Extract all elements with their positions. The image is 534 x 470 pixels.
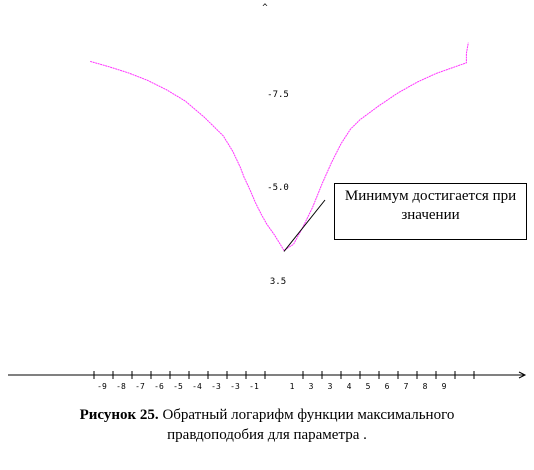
- figure-caption: Рисунок 25. Обратный логарифм функции ма…: [0, 405, 534, 445]
- x-tick-label: 8: [423, 382, 428, 391]
- x-axis-arrow: [518, 371, 527, 379]
- series-layer: [90, 42, 469, 252]
- x-tick-label: 1: [290, 382, 295, 391]
- x-axis: -9 -8 -7 -6 -5 -4 -3 -3 -1 1 3 3 4 5 6 7 8 9: [8, 371, 527, 391]
- annotation-pointer: [283, 199, 326, 252]
- x-tick-label: -4: [192, 382, 202, 391]
- x-tick-label: 3: [309, 382, 314, 391]
- x-tick-label: -6: [154, 382, 164, 391]
- x-tick-label: 7: [404, 382, 409, 391]
- x-tick-label: 6: [385, 382, 390, 391]
- caption-line-2: правдоподобия для параметра .: [167, 427, 367, 443]
- y-axis: ^ -7.5 -5.0 3.5: [262, 3, 289, 287]
- caption-text-1: Обратный логарифм функции максимального: [158, 407, 455, 423]
- x-tick-label: 4: [347, 382, 352, 391]
- annotation-box: Минимум достигается при значении: [334, 183, 527, 240]
- x-tick-label: 5: [366, 382, 371, 391]
- y-tick-label: 3.5: [270, 277, 286, 287]
- x-tick-label: -5: [173, 382, 183, 391]
- x-tick-label: 3: [328, 382, 333, 391]
- x-tick-label: 9: [442, 382, 447, 391]
- x-tick-label: -7: [135, 382, 145, 391]
- annotation-layer: [283, 199, 326, 252]
- caption-line-1: Рисунок 25. Обратный логарифм функции ма…: [0, 405, 534, 425]
- caption-label: Рисунок 25.: [79, 407, 159, 423]
- x-tick-label: -8: [116, 382, 126, 391]
- annotation-line-2: значении: [401, 207, 460, 223]
- likelihood-chart: -9 -8 -7 -6 -5 -4 -3 -3 -1 1 3 3 4 5 6 7 8 9 ^ -7.5 -5.0 3.5: [8, 3, 527, 391]
- y-tick-label: -5.0: [267, 183, 289, 193]
- x-tick-label: -9: [97, 382, 107, 391]
- series-line: [90, 42, 469, 252]
- annotation-line-1: Минимум достигается при: [344, 188, 517, 204]
- y-tick-label: -7.5: [267, 90, 289, 100]
- x-tick-label: -1: [249, 382, 259, 391]
- y-axis-arrow: ^: [262, 3, 268, 13]
- x-tick-label: -3: [211, 382, 221, 391]
- x-tick-label: -3: [230, 382, 240, 391]
